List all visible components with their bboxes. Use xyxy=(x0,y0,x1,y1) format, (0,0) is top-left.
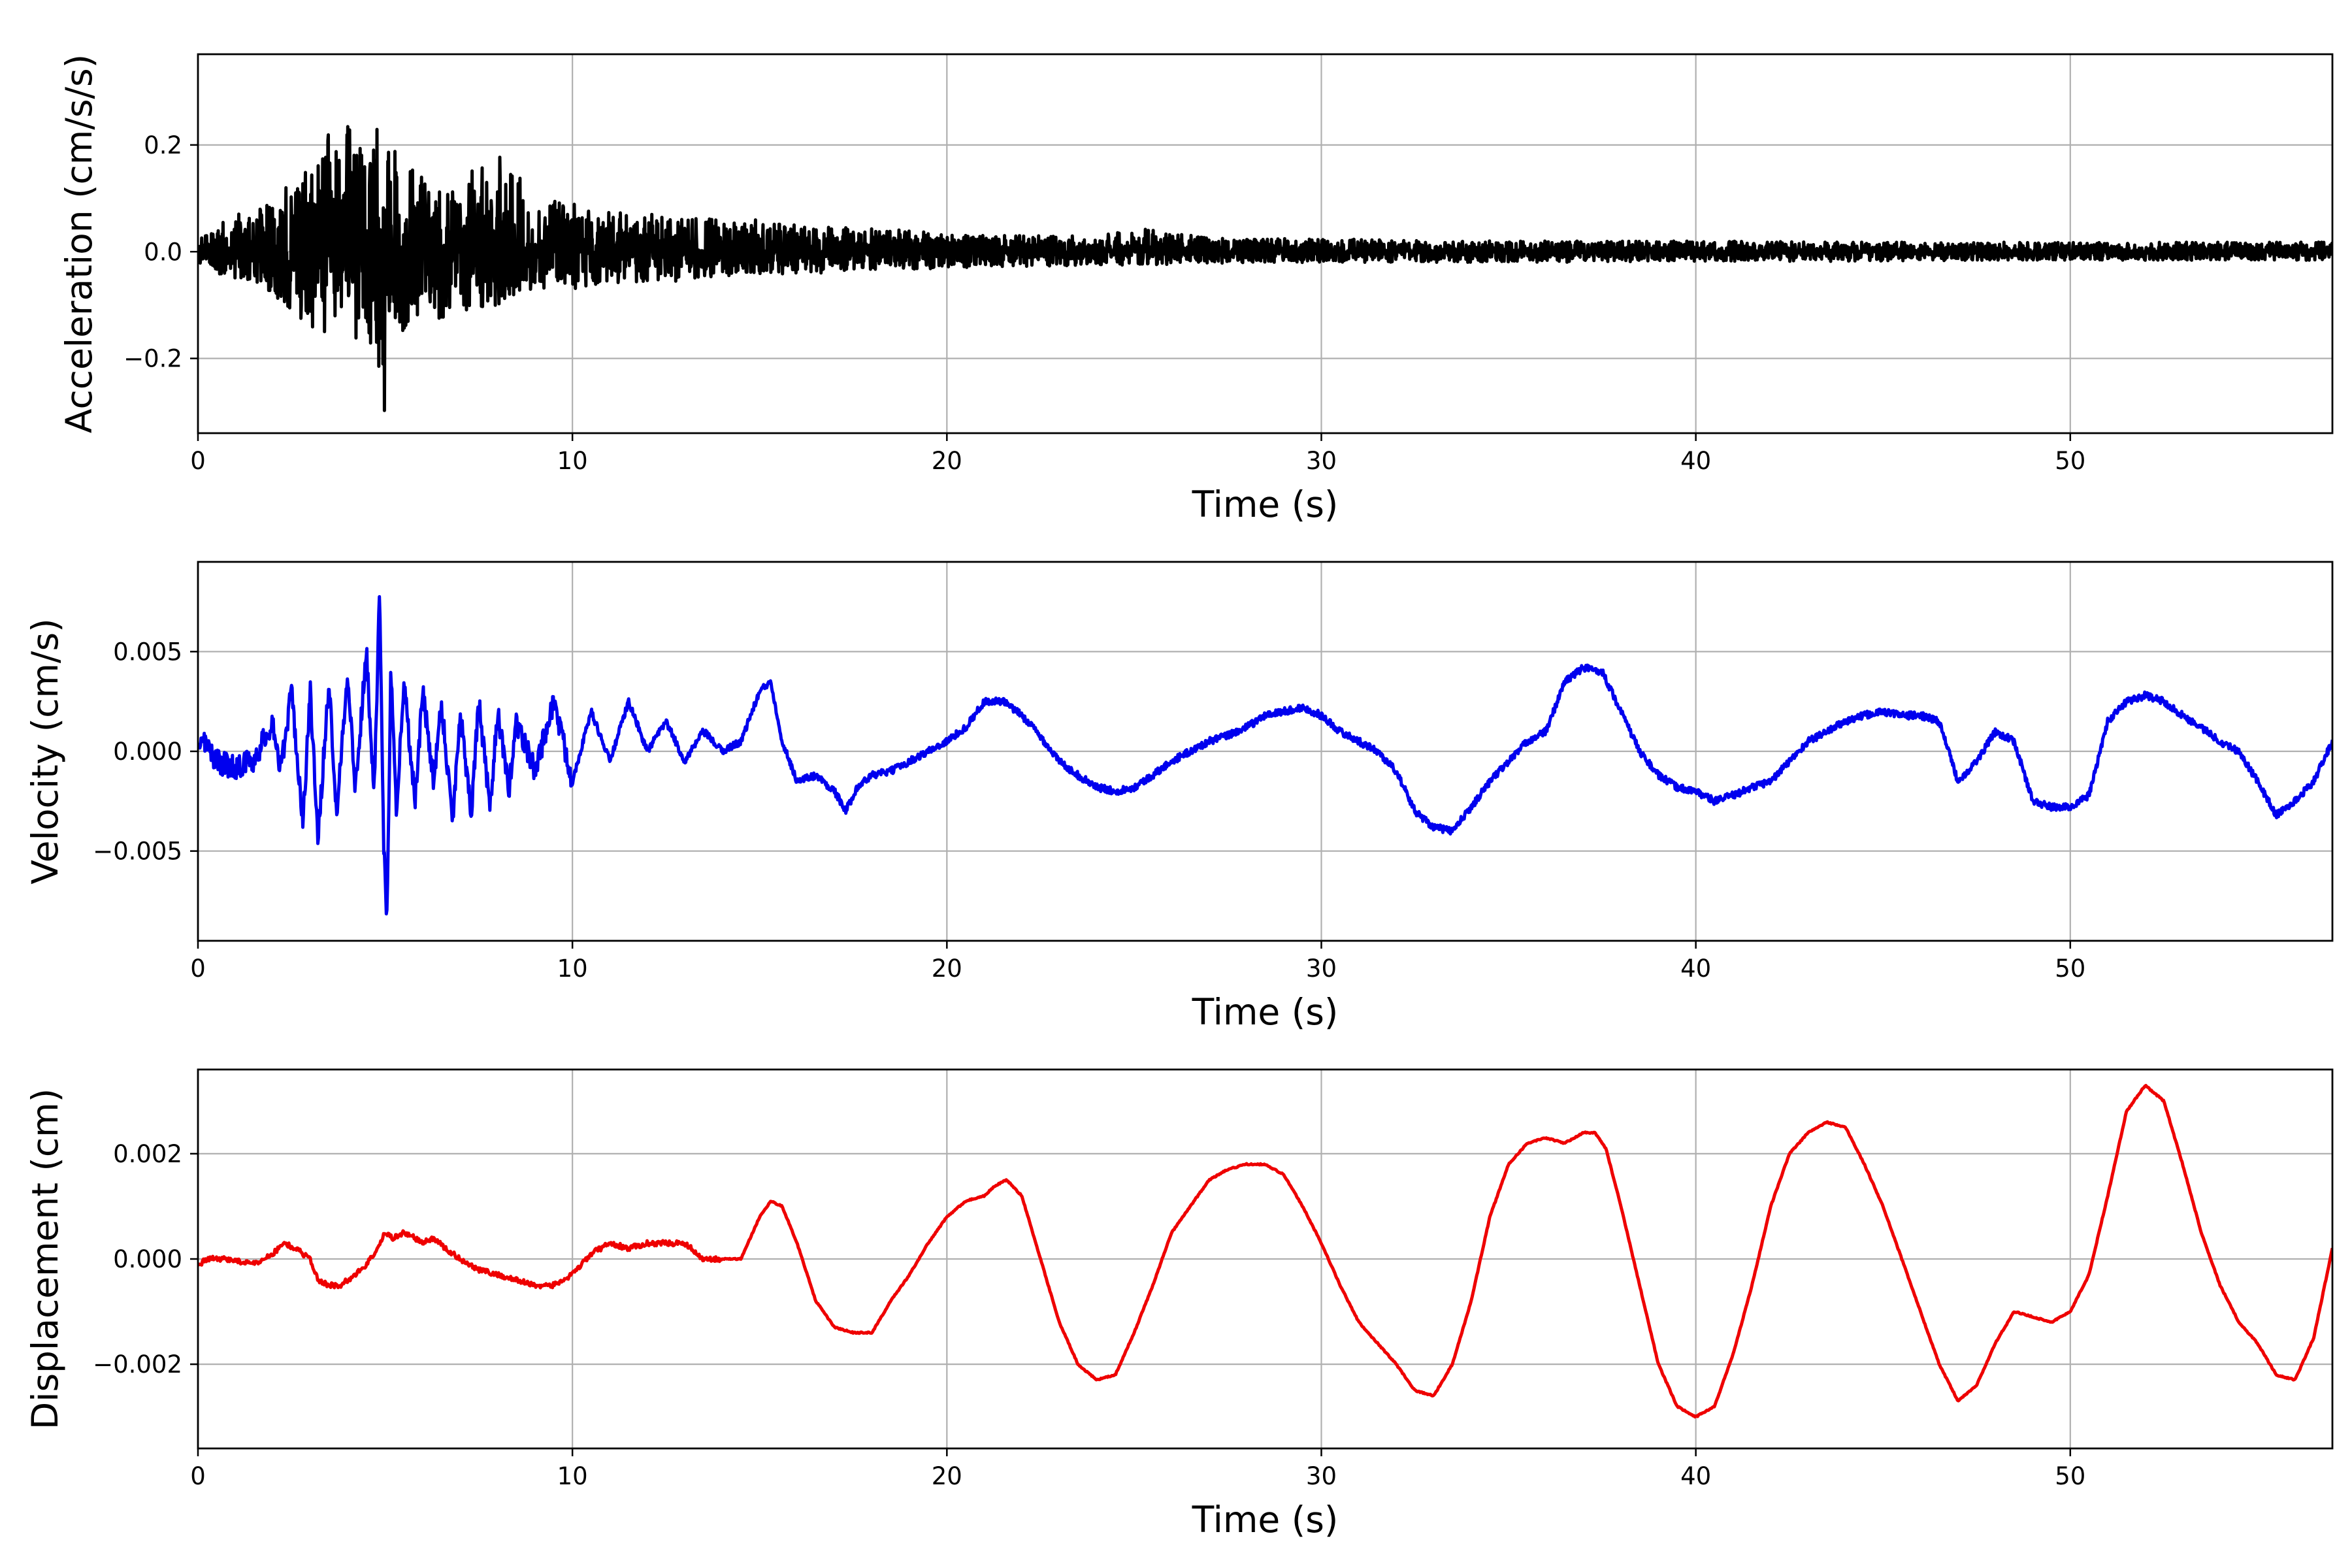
velocity-y-tick-label: 0.005 xyxy=(113,638,182,666)
displacement-y-tick-label: 0.000 xyxy=(113,1245,182,1273)
acceleration-trace-group xyxy=(198,125,2332,412)
displacement-x-tick-label: 0 xyxy=(190,1462,206,1490)
displacement-x-tick-label: 10 xyxy=(557,1462,588,1490)
acceleration-x-tick-label: 0 xyxy=(190,447,206,475)
acceleration-y-tick-label: 0.2 xyxy=(144,131,182,159)
displacement-y-tick-label: 0.002 xyxy=(113,1140,182,1168)
acceleration-x-tick-label: 20 xyxy=(932,447,962,475)
velocity-x-axis-label: Time (s) xyxy=(1192,991,1339,1033)
velocity-y-axis-label: Velocity (cm/s) xyxy=(24,618,66,884)
velocity-y-tick-label: −0.005 xyxy=(93,838,182,866)
displacement-trace-group xyxy=(198,1084,2332,1419)
displacement-x-tick-label: 50 xyxy=(2055,1462,2085,1490)
displacement-x-tick-label: 40 xyxy=(1680,1462,1711,1490)
acceleration-x-tick-label: 50 xyxy=(2055,447,2085,475)
velocity-panel: 0 10 20 30 40 50 −0.005 0.000 0.005 Time (s) Veloc… xyxy=(24,561,2334,1033)
displacement-y-tick-label: −0.002 xyxy=(93,1350,182,1379)
acceleration-y-tick-label: −0.2 xyxy=(123,345,182,373)
displacement-x-axis-label: Time (s) xyxy=(1192,1499,1339,1541)
acceleration-axes-frame xyxy=(197,53,2334,434)
velocity-x-tick-label: 50 xyxy=(2055,955,2085,983)
velocity-x-tick-label: 0 xyxy=(190,955,206,983)
displacement-y-axis-label: Displacement (cm) xyxy=(24,1088,66,1429)
velocity-series-line xyxy=(198,595,2332,916)
velocity-y-tick-label: 0.000 xyxy=(113,738,182,766)
velocity-x-tick-label: 40 xyxy=(1680,955,1711,983)
acceleration-panel: 0 10 20 30 40 50 −0.2 0.0 0.2 Time (s) Acceleratio… xyxy=(58,53,2334,525)
acceleration-y-axis-label: Acceleration (cm/s/s) xyxy=(58,54,100,433)
velocity-x-tick-label: 20 xyxy=(932,955,962,983)
velocity-x-tick-label: 30 xyxy=(1306,955,1337,983)
velocity-trace-group xyxy=(198,595,2332,916)
displacement-panel: 0 10 20 30 40 50 −0.002 0.000 0.002 Time (s) Displ… xyxy=(24,1068,2334,1541)
acceleration-y-tick-label: 0.0 xyxy=(144,238,182,266)
displacement-x-tick-label: 20 xyxy=(932,1462,962,1490)
velocity-x-tick-label: 10 xyxy=(557,955,588,983)
displacement-series-line xyxy=(198,1084,2332,1419)
acceleration-x-tick-label: 10 xyxy=(557,447,588,475)
acceleration-x-axis-label: Time (s) xyxy=(1192,483,1339,525)
acceleration-series-line xyxy=(198,125,2332,412)
displacement-x-tick-label: 30 xyxy=(1306,1462,1337,1490)
acceleration-x-tick-label: 30 xyxy=(1306,447,1337,475)
acceleration-x-tick-label: 40 xyxy=(1680,447,1711,475)
